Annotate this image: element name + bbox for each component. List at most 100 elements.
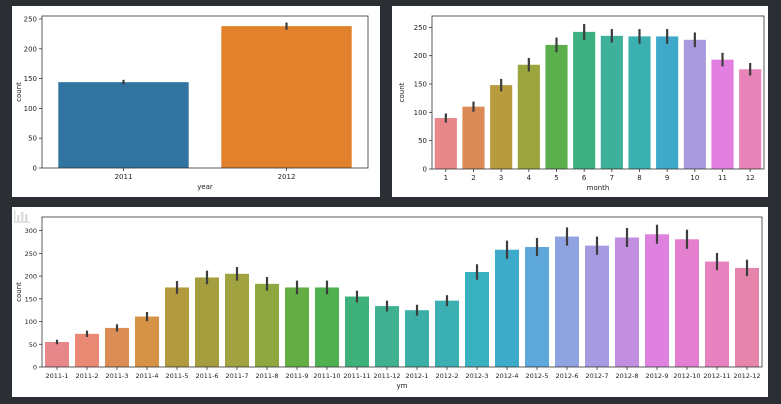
y-tick-label: 50: [29, 341, 37, 349]
bar-2012-12: [735, 267, 759, 367]
bar-2012-6: [555, 236, 579, 367]
x-tick-label: 2011-3: [105, 372, 128, 380]
x-tick-label: 2012-1: [405, 372, 428, 380]
x-axis-label: ym: [397, 382, 408, 390]
bar-3: [490, 85, 513, 169]
bar-1: [434, 118, 457, 169]
x-tick-label: 2012-3: [465, 372, 488, 380]
x-tick-label: 2012-12: [733, 372, 760, 380]
x-tick-label: 12: [746, 174, 755, 182]
x-tick-label: 2011-9: [285, 372, 308, 380]
bar-9: [656, 36, 679, 170]
x-tick-label: 7: [610, 174, 614, 182]
y-tick-label: 100: [414, 109, 427, 117]
bar-2011-12: [375, 306, 399, 367]
bar-2011-1: [45, 342, 69, 367]
bar-2011-11: [345, 296, 369, 367]
bar-2011-3: [105, 327, 129, 367]
x-axis-label: month: [587, 184, 610, 192]
bar-11: [711, 59, 734, 170]
x-tick-label: 2011-4: [135, 372, 158, 380]
bar-2012-3: [465, 272, 489, 367]
bar-4: [517, 64, 540, 169]
bar-2011-8: [255, 283, 279, 367]
bar-2012-1: [405, 310, 429, 367]
chart-panel-year: 0 50 100 150 200 250 2011 2012 year count: [12, 6, 380, 197]
y-tick-label: 200: [24, 45, 37, 53]
bar-8: [628, 36, 651, 170]
bar-5: [545, 44, 568, 169]
y-axis-label: count: [398, 82, 406, 102]
bar-12: [739, 69, 762, 169]
y-axis-label: count: [15, 282, 23, 302]
bar-2012-7: [585, 245, 609, 367]
y-tick-label: 50: [28, 135, 37, 143]
x-tick-label: 2012: [278, 173, 296, 181]
x-tick-label: 2011-1: [45, 372, 68, 380]
y-tick-label: 250: [25, 250, 37, 258]
y-tick-label: 150: [25, 295, 37, 303]
plot-frame: [41, 15, 369, 169]
x-tick-label: 6: [582, 174, 587, 182]
x-tick-label: 2012-2: [435, 372, 458, 380]
x-tick-label: 2012-7: [585, 372, 608, 380]
chart-panel-ym: 0 50 100 150 200 250 300 2011-1 2011-2 2011-3 2011…: [12, 207, 768, 397]
y-tick-label: 200: [414, 52, 427, 60]
x-tick-label: 2011-7: [225, 372, 248, 380]
x-tick-label: 11: [718, 174, 727, 182]
x-tick-label: 2012-4: [495, 372, 518, 380]
bar-2012-2: [435, 300, 459, 367]
bar-2011-5: [165, 287, 189, 367]
plot-frame: [431, 15, 765, 170]
y-tick-label: 300: [25, 227, 37, 235]
bar-2011-2: [75, 333, 99, 367]
x-tick-label: 2011-2: [75, 372, 98, 380]
y-tick-label: 100: [24, 105, 37, 113]
y-axis-label: count: [15, 82, 23, 102]
y-tick-label: 150: [414, 81, 427, 89]
x-tick-label: 2011: [115, 173, 133, 181]
bar-2011-6: [195, 277, 219, 367]
bar-2: [462, 106, 485, 169]
x-tick-label: 2011-6: [195, 372, 218, 380]
bar-chart-count-by-year: 0 50 100 150 200 250 2011 2012 year count: [15, 15, 369, 191]
y-tick-label: 100: [25, 318, 37, 326]
y-tick-label: 250: [414, 24, 427, 32]
x-axis-label: year: [197, 183, 213, 191]
bar-2012-10: [675, 239, 699, 367]
x-tick-label: 2012-11: [703, 372, 730, 380]
x-tick-label: 2: [471, 174, 475, 182]
y-tick-label: 0: [33, 364, 37, 372]
chart-icon[interactable]: [14, 209, 30, 223]
x-tick-label: 4: [527, 174, 532, 182]
bar-2012-11: [705, 261, 729, 367]
bar-2011-4: [135, 316, 159, 367]
x-tick-label: 2012-9: [645, 372, 668, 380]
x-tick-label: 2012-6: [555, 372, 578, 380]
x-tick-label: 3: [499, 174, 503, 182]
bar-chart-count-by-ym: 0 50 100 150 200 250 300 2011-1 2011-2 2011-3 2011…: [15, 216, 763, 390]
bar-2011-9: [285, 287, 309, 367]
bar-2012-8: [615, 237, 639, 367]
x-tick-label: 9: [665, 174, 669, 182]
bar-2011-7: [225, 273, 249, 367]
x-tick-label: 5: [554, 174, 558, 182]
x-tick-label: 2012-8: [615, 372, 638, 380]
bar-7: [600, 35, 623, 169]
x-tick-label: 2012-10: [673, 372, 700, 380]
y-tick-label: 50: [418, 137, 427, 145]
x-tick-label: 1: [444, 174, 448, 182]
x-tick-label: 2011-8: [255, 372, 278, 380]
x-tick-label: 2011-11: [343, 372, 370, 380]
x-tick-label: 2011-10: [313, 372, 340, 380]
x-tick-label: 2011-12: [373, 372, 400, 380]
bar-2011-10: [315, 287, 339, 367]
x-tick-label: 8: [637, 174, 641, 182]
x-tick-label: 2012-5: [525, 372, 548, 380]
y-tick-label: 150: [24, 75, 37, 83]
y-tick-label: 200: [25, 273, 37, 281]
plot-frame: [41, 216, 763, 368]
x-tick-label: 2011-5: [165, 372, 188, 380]
bar-2012-5: [525, 247, 549, 367]
